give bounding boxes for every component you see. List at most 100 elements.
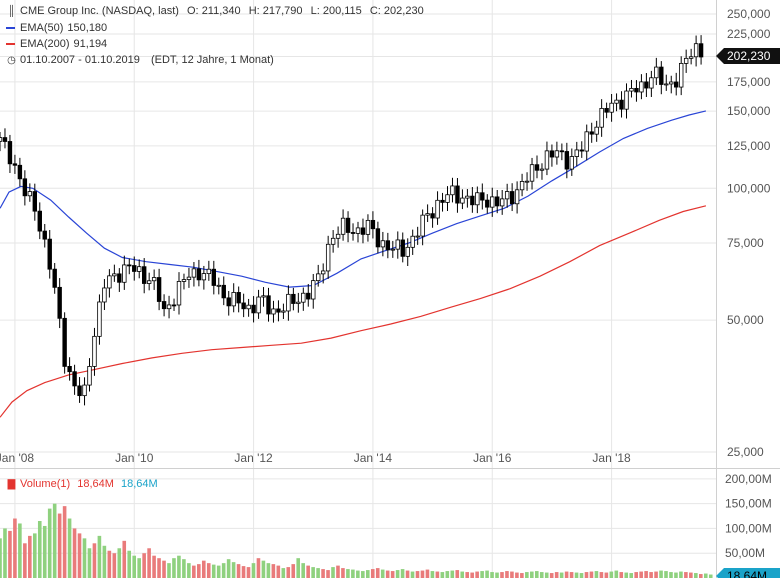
volume-legend[interactable]: ▇ Volume(1) 18,64M 18,64M [6, 478, 158, 490]
candle-body [216, 284, 221, 287]
period-range: 01.10.2007 - 01.10.2019 [20, 54, 140, 66]
volume-bar [430, 571, 435, 578]
candle-body [191, 268, 197, 278]
candle-body [102, 287, 107, 303]
candle-body [137, 266, 142, 272]
volume-bar [619, 572, 624, 578]
volume-bar [316, 568, 320, 578]
ema50-swatch [6, 27, 15, 30]
volume-bar [47, 508, 52, 578]
volume-bar [440, 572, 445, 578]
candle-body [325, 243, 331, 272]
volume-bar [57, 513, 62, 578]
candle-body [678, 62, 684, 88]
candle-body [659, 66, 664, 85]
volume-bar [216, 565, 221, 578]
candle-body [698, 43, 704, 58]
candle-body [117, 273, 122, 283]
candle-body [460, 197, 465, 204]
volume-bar [520, 573, 524, 578]
candle-body [375, 228, 381, 248]
candle-body [335, 233, 341, 239]
volume-bar [301, 563, 305, 578]
candle-body [37, 210, 42, 232]
volume-bar [321, 569, 325, 578]
volume-bar [699, 574, 703, 578]
volume-bar [256, 558, 261, 578]
candle-body [549, 150, 555, 158]
candle-body [186, 276, 192, 280]
candle-body [579, 149, 584, 152]
volume-bar [505, 571, 509, 578]
low-label: L: [310, 5, 320, 17]
volume-bar [569, 572, 574, 578]
volume-bar [296, 558, 301, 578]
last-price-value: 202,230 [727, 49, 771, 63]
ema50-label: EMA(50) [20, 22, 64, 34]
candle-body [514, 189, 520, 205]
volume-bar [385, 570, 390, 578]
volume-bar [137, 558, 141, 578]
volume-bar [674, 572, 678, 578]
volume-bar [271, 564, 276, 578]
volume-bar [97, 535, 102, 578]
volume-bar [450, 570, 455, 578]
candle-body [72, 371, 77, 387]
period-info: ◷ 01.10.2007 - 01.10.2019 (EDT, 12 Jahre,… [6, 54, 274, 66]
candle-body [57, 286, 62, 319]
volume-bar [604, 572, 609, 578]
candle-body [410, 235, 415, 248]
volume-bar [534, 571, 539, 578]
volume-bar [28, 535, 32, 578]
volume-bar [62, 506, 67, 578]
volume-bar [67, 518, 72, 578]
candle-body [196, 268, 202, 281]
candle-body [7, 141, 13, 165]
candle-body [475, 192, 480, 206]
volume-bar [276, 565, 281, 578]
volume-bar [157, 558, 161, 578]
candle-body [415, 235, 420, 238]
volume-bar [351, 569, 355, 578]
legend-ema200[interactable]: EMA(200) 91,194 [6, 38, 107, 50]
volume-bar [326, 570, 330, 578]
candle-body [420, 214, 425, 237]
time-tick-label: Jan '14 [354, 451, 393, 465]
candle-body [311, 280, 316, 300]
volume-bar [559, 572, 564, 578]
volume-bar [192, 565, 196, 578]
candle-body [2, 137, 8, 142]
volume-tick-label: 200,00M [725, 472, 772, 486]
candle-body [340, 217, 346, 235]
volume-bar [52, 503, 57, 578]
volume-bar [361, 571, 365, 578]
volume-bar [659, 570, 663, 578]
volume-bar [177, 555, 181, 578]
volume-bar [549, 573, 554, 578]
time-tick-label: Jan '16 [473, 451, 512, 465]
volume-bar [42, 525, 47, 578]
candle-body [654, 66, 659, 79]
volume-bar [564, 571, 569, 578]
candle-body [291, 293, 296, 304]
volume-bar [634, 572, 638, 578]
volume-tick-label: 100,00M [725, 521, 772, 535]
candle-body [644, 81, 649, 89]
ema50-series [0, 110, 707, 288]
time-x-axis: Jan '08 Jan '10 Jan '12 Jan '14 Jan '16 Jan '… [0, 451, 631, 465]
volume-bar [589, 571, 594, 578]
volume-bar [515, 572, 519, 578]
candle-body [455, 185, 460, 204]
volume-bar [500, 572, 504, 578]
volume-bar [132, 555, 136, 578]
legend-ema50[interactable]: EMA(50) 150,180 [6, 22, 107, 34]
candle-body [281, 310, 286, 313]
candle-body [301, 292, 306, 303]
volume-tick-label: 150,00M [725, 497, 772, 511]
volume-bar [669, 572, 673, 578]
ema50-line [0, 110, 707, 288]
volume-bar [579, 573, 584, 578]
candle-body [430, 213, 435, 219]
volume-bar [221, 563, 226, 578]
